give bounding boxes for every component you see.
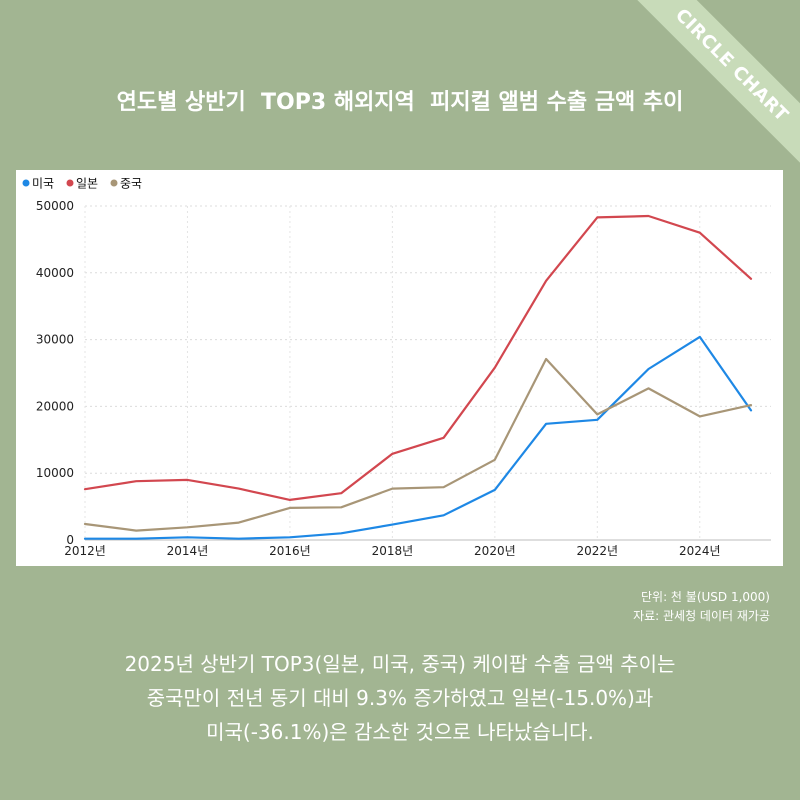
summary-line-2: 중국만이 전년 동기 대비 9.3% 증가하였고 일본(-15.0%)과 [146, 686, 654, 710]
chart-title: 연도별 상반기 TOP3 해외지역 피지컬 앨범 수출 금액 추이 [116, 90, 684, 115]
x-tick-label: 2012년 [64, 544, 106, 558]
summary-line-1: 2025년 상반기 TOP3(일본, 미국, 중국) 케이팝 수출 금액 추이는 [124, 652, 676, 676]
legend-label: 미국 [32, 177, 54, 191]
legend-label: 중국 [120, 177, 142, 191]
x-tick-label: 2024년 [679, 544, 721, 558]
legend-marker [66, 179, 74, 187]
source-note: 단위: 천 불(USD 1,000) 자료: 관세청 데이터 재가공 [633, 588, 770, 626]
line-chart: 0 10000 20000 30000 40000 50000 2012년 2014년 2016… [22, 177, 771, 558]
series-line-미국 [83, 335, 753, 540]
legend-marker [110, 179, 118, 187]
x-tick-label: 2014년 [167, 544, 209, 558]
y-tick-label: 40000 [36, 266, 74, 280]
y-tick-label: 20000 [36, 399, 74, 413]
x-tick-label: 2018년 [372, 544, 414, 558]
unit-note: 단위: 천 불(USD 1,000) [640, 590, 770, 604]
summary-line-3: 미국(-36.1%)은 감소한 것으로 나타났습니다. [206, 720, 594, 744]
legend-label: 일본 [76, 177, 98, 191]
data-source-note: 자료: 관세청 데이터 재가공 [633, 609, 770, 623]
y-tick-label: 10000 [36, 466, 74, 480]
x-tick-label: 2020년 [474, 544, 516, 558]
y-tick-label: 0 [66, 533, 74, 547]
x-tick-label: 2016년 [269, 544, 311, 558]
summary-text: 2025년 상반기 TOP3(일본, 미국, 중국) 케이팝 수출 금액 추이는… [30, 647, 770, 749]
series-line-일본 [83, 214, 753, 501]
x-tick-label: 2022년 [577, 544, 619, 558]
y-tick-label: 50000 [36, 199, 74, 213]
y-tick-label: 30000 [36, 333, 74, 347]
legend-marker [22, 179, 30, 187]
chart-panel: 0 10000 20000 30000 40000 50000 2012년 2014년 2016… [16, 170, 783, 566]
series-line-중국 [83, 357, 753, 532]
